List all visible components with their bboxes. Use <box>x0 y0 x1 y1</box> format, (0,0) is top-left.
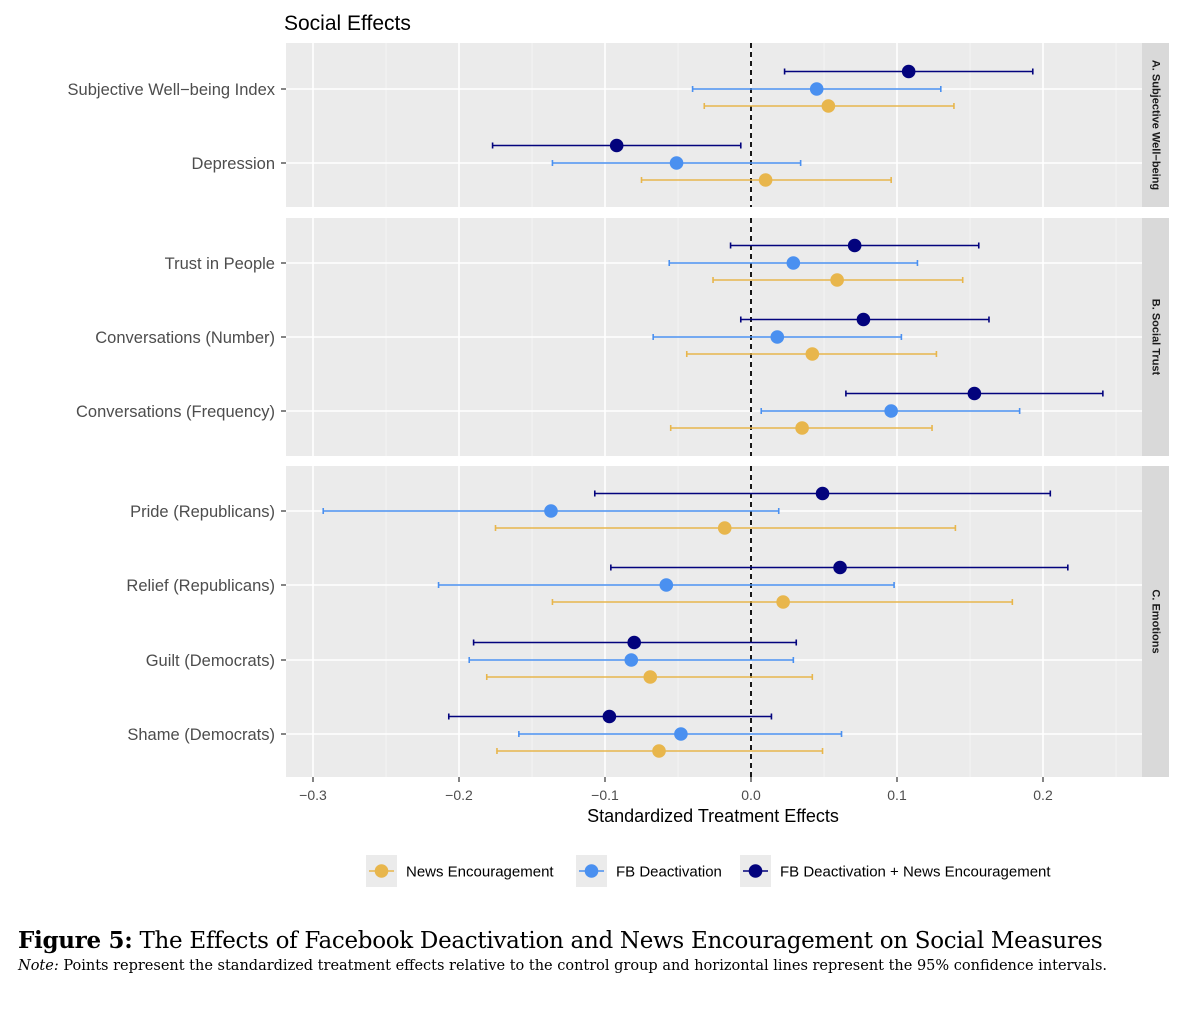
point-estimate-both <box>609 138 624 153</box>
figure-label: Figure 5: <box>18 927 133 954</box>
point-estimate-fb <box>669 156 684 170</box>
y-tick-label: Guilt (Democrats) <box>146 652 275 670</box>
panel-strip <box>1142 218 1169 456</box>
legend-label: FB Deactivation + News Encouragement <box>780 864 1051 881</box>
point-estimate-fb <box>884 404 898 418</box>
x-tick-label: −0.2 <box>445 787 473 803</box>
point-estimate-fb <box>624 653 639 667</box>
point-estimate-news <box>758 173 773 187</box>
point-estimate-both <box>856 312 871 327</box>
chart-title: Social Effects <box>284 12 411 35</box>
point-estimate-both <box>967 386 982 401</box>
x-tick-label: 0.1 <box>887 787 907 803</box>
figure-caption: Figure 5: The Effects of Facebook Deacti… <box>18 926 1183 976</box>
x-tick-label: 0.2 <box>1033 787 1053 803</box>
x-tick-label: −0.3 <box>299 787 327 803</box>
point-estimate-news <box>805 347 820 361</box>
y-tick-label: Relief (Republicans) <box>126 577 275 595</box>
legend-label: News Encouragement <box>406 864 554 881</box>
point-estimate-fb <box>544 504 558 518</box>
point-estimate-fb <box>809 82 824 96</box>
point-estimate-both <box>602 709 617 724</box>
figure-title: The Effects of Facebook Deactivation and… <box>139 928 1103 954</box>
panel-background <box>286 43 1142 207</box>
point-estimate-both <box>833 560 847 575</box>
point-estimate-news <box>821 99 836 113</box>
point-estimate-fb <box>770 330 785 344</box>
y-tick-label: Conversations (Frequency) <box>76 403 275 421</box>
panel-strip-label: A. Subjective Well−being <box>1150 60 1162 190</box>
y-tick-label: Trust in People <box>165 255 275 273</box>
point-estimate-news <box>830 273 844 287</box>
x-tick-label: −0.1 <box>591 787 619 803</box>
y-tick-label: Depression <box>192 155 275 173</box>
point-estimate-both <box>815 486 830 501</box>
note-label: Note: <box>18 958 59 974</box>
figure-title-line: Figure 5: The Effects of Facebook Deacti… <box>18 926 1183 956</box>
point-estimate-fb <box>674 727 688 741</box>
legend-key-point <box>374 864 389 878</box>
panel-strip <box>1142 466 1169 777</box>
panel-strip-label: B. Social Trust <box>1150 299 1162 376</box>
point-estimate-both <box>901 64 916 79</box>
y-tick-label: Conversations (Number) <box>95 329 275 347</box>
x-axis-label: Standardized Treatment Effects <box>587 806 839 826</box>
legend-key-point <box>584 864 599 878</box>
figure-note: Note: Points represent the standardized … <box>18 956 1183 976</box>
point-estimate-fb <box>659 578 674 592</box>
y-tick-label: Pride (Republicans) <box>130 503 275 521</box>
point-estimate-news <box>652 744 666 758</box>
point-estimate-news <box>776 595 790 609</box>
y-tick-label: Shame (Democrats) <box>127 726 275 744</box>
y-tick-label: Subjective Well−being Index <box>68 81 276 99</box>
point-estimate-both <box>627 635 641 650</box>
point-estimate-both <box>847 238 862 253</box>
x-tick-label: 0.0 <box>741 787 761 803</box>
panel-strip <box>1142 43 1169 207</box>
note-text: Points represent the standardized treatm… <box>63 958 1108 974</box>
point-estimate-fb <box>786 256 801 270</box>
point-estimate-news <box>717 521 732 535</box>
point-estimate-news <box>643 670 658 684</box>
forest-plot-chart: Social Effects A. Subjective Well−being Su… <box>68 12 1169 887</box>
panel-strip-label: C. Emotions <box>1150 589 1162 653</box>
point-estimate-news <box>795 421 809 435</box>
legend-label: FB Deactivation <box>616 864 722 881</box>
legend-key-point <box>748 864 763 878</box>
panel-background <box>286 466 1142 777</box>
